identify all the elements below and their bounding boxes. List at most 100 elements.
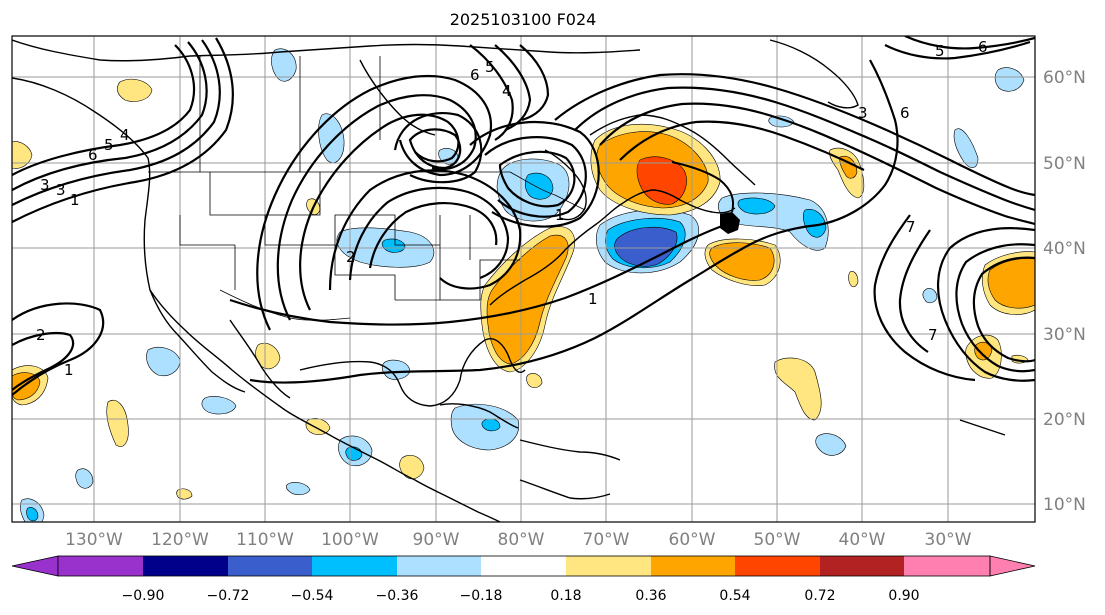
contour-label: 7 — [906, 218, 916, 236]
colorbar-tick-label: −0.54 — [291, 588, 334, 604]
contour-line — [955, 243, 1035, 373]
contour-line — [739, 59, 899, 251]
contour-label: 2 — [36, 326, 46, 344]
contour-line — [554, 73, 1035, 197]
colorbar-segment — [312, 556, 397, 576]
contour-line — [229, 223, 726, 326]
contour-line — [12, 331, 75, 391]
contour-line — [12, 44, 195, 176]
lon-label: 50°W — [754, 530, 801, 550]
contour-label: 6 — [88, 146, 98, 164]
colorbar-tick-label: 0.72 — [804, 588, 835, 604]
contour-label: 7 — [928, 326, 938, 344]
contour-line — [972, 256, 1035, 363]
anomaly-blob — [815, 433, 847, 456]
colorbar-segment — [58, 556, 143, 576]
lon-label: 30°W — [925, 530, 972, 550]
lon-label: 40°W — [839, 530, 886, 550]
contour-line — [484, 136, 587, 218]
lat-label: 40°N — [1043, 239, 1086, 259]
contour-label: 5 — [104, 136, 114, 154]
colorbar-segment — [481, 556, 566, 576]
lat-label: 10°N — [1043, 495, 1086, 515]
anomaly-blob — [381, 238, 406, 253]
anomaly-blob — [768, 115, 795, 128]
anomaly-blob — [922, 288, 938, 304]
map-frame — [11, 35, 1036, 523]
colorbar-tick-label: −0.90 — [122, 588, 165, 604]
contour-line — [12, 37, 234, 223]
colorbar-extend-low — [11, 555, 59, 577]
lat-label: 20°N — [1043, 410, 1086, 430]
lon-label: 100°W — [321, 530, 379, 550]
anomaly-blob — [381, 359, 411, 380]
anomaly-blob — [345, 446, 363, 461]
lat-label: 60°N — [1043, 68, 1086, 88]
colorbar-segment — [143, 556, 228, 576]
anomaly-blob — [116, 78, 153, 102]
contour-line — [299, 113, 460, 311]
anomaly-blob — [106, 399, 129, 447]
contour-label: 1 — [588, 290, 598, 308]
anomaly-blob — [318, 113, 345, 164]
contour-label: 5 — [485, 58, 495, 76]
contour-line — [256, 74, 493, 331]
contour-line — [936, 227, 1035, 382]
contour-label: 6 — [900, 104, 910, 122]
contour-label: 4 — [120, 126, 130, 144]
colorbar-segment — [397, 556, 481, 576]
contour-line — [348, 186, 510, 281]
contour-label: 3 — [858, 104, 868, 122]
contour-line — [12, 41, 208, 191]
anomaly-blob — [614, 226, 678, 267]
colorbar-tick-label: 0.54 — [719, 588, 750, 604]
anomaly-blob — [526, 373, 543, 388]
contour-line — [12, 302, 105, 396]
contour-line — [884, 40, 1031, 60]
anomaly-blob — [802, 209, 827, 238]
map-panel: 6 5 4 6 5 4 3 3 2 1 1 1 2 1 3 5 6 6 7 7 — [12, 36, 1035, 522]
contour-label: 6 — [978, 38, 988, 56]
contour-label: 2 — [346, 248, 356, 266]
contour-line — [898, 229, 931, 353]
lon-label: 110°W — [236, 530, 294, 550]
anomaly-blob — [848, 271, 859, 288]
colorbar-tick-label: −0.36 — [376, 588, 419, 604]
anomaly-blob — [481, 418, 501, 432]
anomaly-blob — [201, 396, 237, 415]
contour-line — [408, 128, 462, 170]
anomaly-blob — [953, 128, 979, 168]
figure-title: 2025103100 F024 — [450, 10, 597, 29]
anomaly-blob — [839, 155, 858, 179]
anomaly-blob — [12, 141, 33, 169]
contour-line — [519, 44, 550, 122]
colorbar-extend-high — [989, 555, 1036, 577]
contour-line — [599, 102, 1035, 226]
colorbar-tick-label: 0.90 — [888, 588, 919, 604]
anomaly-shading — [12, 48, 1035, 522]
contour-line — [393, 111, 483, 184]
anomaly-blob — [774, 357, 822, 421]
anomaly-blob — [146, 347, 181, 377]
contour-line — [469, 44, 514, 141]
storm-center-marker — [720, 212, 740, 234]
contour-label: 1 — [70, 191, 80, 209]
contour-label: 3 — [40, 176, 50, 194]
contour-line — [249, 249, 741, 384]
colorbar-segment — [904, 556, 990, 576]
colorbar-tick-label: −0.18 — [460, 588, 503, 604]
contour-label: 6 — [470, 66, 480, 84]
lon-label: 60°W — [669, 530, 716, 550]
anomaly-blob — [994, 67, 1025, 92]
contour-label: 5 — [935, 42, 945, 60]
latitude-labels: 60°N 50°N 40°N 30°N 20°N 10°N — [1043, 68, 1086, 515]
longitude-labels: 130°W 120°W 110°W 100°W 90°W 80°W 70°W 6… — [65, 530, 972, 550]
anomaly-blob — [26, 507, 39, 522]
anomaly-blob — [399, 455, 425, 480]
colorbar-tick-label: 0.18 — [550, 588, 581, 604]
colorbar: −0.90 −0.72 −0.54 −0.36 −0.18 0.18 0.36 … — [11, 555, 1036, 604]
contour-label: 1 — [64, 361, 74, 379]
anomaly-blob — [75, 468, 94, 489]
contour-line — [498, 150, 576, 208]
